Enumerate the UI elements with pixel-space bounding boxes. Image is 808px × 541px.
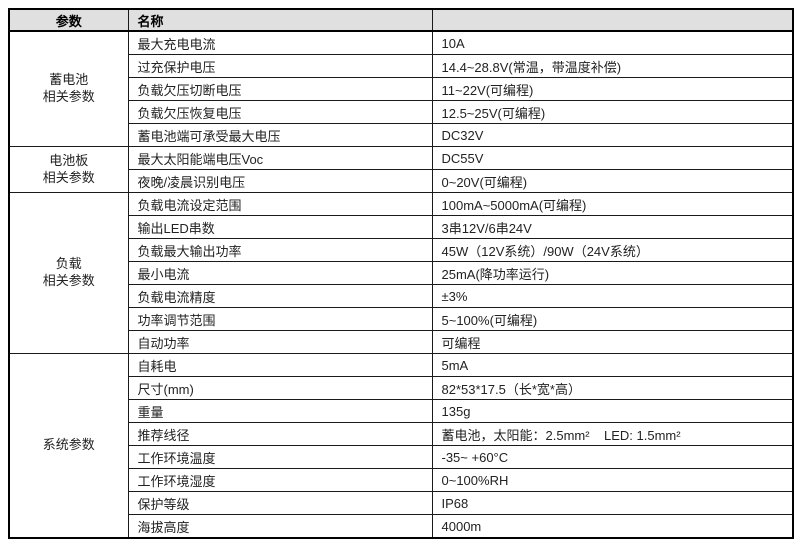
param-value-cell: DC55V <box>431 146 794 170</box>
param-value-cell: 4000m <box>431 514 794 539</box>
param-name-cell: 蓄电池端可承受最大电压 <box>127 123 433 147</box>
table-row: 系统参数 自耗电 5mA <box>8 353 794 539</box>
table-row: 保护等级 IP68 <box>9 491 794 515</box>
table-row: 负载欠压恢复电压 12.5~25V(可编程) <box>9 100 794 124</box>
table-header-row: 参数 名称 <box>8 8 794 32</box>
param-value-cell: 0~100%RH <box>431 468 794 492</box>
param-name-cell: 负载欠压恢复电压 <box>127 100 433 124</box>
param-name-cell: 工作环境温度 <box>127 445 433 469</box>
table-row: 推荐线径 蓄电池，太阳能：2.5mm² LED: 1.5mm² <box>9 422 794 446</box>
table-row: 尺寸(mm) 82*53*17.5（长*宽*高） <box>9 376 794 400</box>
table-row: 蓄电池端可承受最大电压 DC32V <box>9 123 794 147</box>
group-label-panel: 电池板 相关参数 <box>8 146 129 193</box>
param-value-cell: 12.5~25V(可编程) <box>431 100 794 124</box>
spec-table: 参数 名称 蓄电池 相关参数 最大充电电流 10A 过充保护电压 14.4~28… <box>8 8 794 539</box>
group-label-system: 系统参数 <box>8 353 129 539</box>
param-value-cell: 0~20V(可编程) <box>431 169 794 193</box>
param-name-cell: 负载电流精度 <box>127 284 433 308</box>
param-name-cell: 海拔高度 <box>127 514 433 539</box>
param-value-cell: 10A <box>431 30 794 55</box>
param-value-cell: ±3% <box>431 284 794 308</box>
param-name-cell: 最小电流 <box>127 261 433 285</box>
param-value-cell: 5~100%(可编程) <box>431 307 794 331</box>
param-value-cell: -35~ +60°C <box>431 445 794 469</box>
param-value-cell: DC32V <box>431 123 794 147</box>
param-name-cell: 工作环境湿度 <box>127 468 433 492</box>
column-header-parameter: 参数 <box>8 8 129 32</box>
table-row: 输出LED串数 3串12V/6串24V <box>9 215 794 239</box>
param-value-cell: 82*53*17.5（长*宽*高） <box>431 376 794 400</box>
table-row: 最小电流 25mA(降功率运行) <box>9 261 794 285</box>
group-label-battery: 蓄电池 相关参数 <box>8 30 129 147</box>
param-name-cell: 最大充电电流 <box>127 30 433 55</box>
table-row: 负载 相关参数 负载电流设定范围 100mA~5000mA(可编程) <box>8 192 794 354</box>
param-value-cell: 5mA <box>431 353 794 377</box>
param-name-cell: 过充保护电压 <box>127 54 433 78</box>
table-row: 过充保护电压 14.4~28.8V(常温，带温度补偿) <box>9 54 794 78</box>
table-row: 电池板 相关参数 最大太阳能端电压Voc DC55V <box>8 146 794 193</box>
param-name-cell: 重量 <box>127 399 433 423</box>
table-row: 夜晚/凌晨识别电压 0~20V(可编程) <box>9 169 794 193</box>
param-value-cell: 45W（12V系统）/90W（24V系统） <box>431 238 794 262</box>
table-row: 重量 135g <box>9 399 794 423</box>
param-name-cell: 功率调节范围 <box>127 307 433 331</box>
param-name-cell: 自耗电 <box>127 353 433 377</box>
group-label-load: 负载 相关参数 <box>8 192 129 354</box>
param-value-cell: IP68 <box>431 491 794 515</box>
param-value-cell: 100mA~5000mA(可编程) <box>431 192 794 216</box>
param-name-cell: 自动功率 <box>127 330 433 354</box>
param-value-cell: 135g <box>431 399 794 423</box>
param-value-cell: 可编程 <box>431 330 794 354</box>
param-name-cell: 输出LED串数 <box>127 215 433 239</box>
param-value-cell: 11~22V(可编程) <box>431 77 794 101</box>
param-name-cell: 推荐线径 <box>127 422 433 446</box>
param-value-cell: 25mA(降功率运行) <box>431 261 794 285</box>
table-row: 海拔高度 4000m <box>9 514 794 539</box>
column-header-value <box>431 8 794 32</box>
column-header-name: 名称 <box>127 8 433 32</box>
table-row: 工作环境温度 -35~ +60°C <box>9 445 794 469</box>
param-name-cell: 负载欠压切断电压 <box>127 77 433 101</box>
param-name-cell: 负载电流设定范围 <box>127 192 433 216</box>
param-name-cell: 保护等级 <box>127 491 433 515</box>
param-name-cell: 夜晚/凌晨识别电压 <box>127 169 433 193</box>
param-value-cell: 蓄电池，太阳能：2.5mm² LED: 1.5mm² <box>431 422 794 446</box>
param-value-cell: 3串12V/6串24V <box>431 215 794 239</box>
param-name-cell: 最大太阳能端电压Voc <box>127 146 433 170</box>
table-row: 负载最大输出功率 45W（12V系统）/90W（24V系统） <box>9 238 794 262</box>
param-name-cell: 尺寸(mm) <box>127 376 433 400</box>
param-name-cell: 负载最大输出功率 <box>127 238 433 262</box>
table-row: 蓄电池 相关参数 最大充电电流 10A <box>8 30 794 147</box>
param-value-cell: 14.4~28.8V(常温，带温度补偿) <box>431 54 794 78</box>
